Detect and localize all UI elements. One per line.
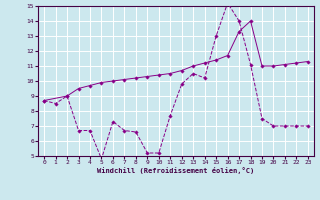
X-axis label: Windchill (Refroidissement éolien,°C): Windchill (Refroidissement éolien,°C) (97, 167, 255, 174)
